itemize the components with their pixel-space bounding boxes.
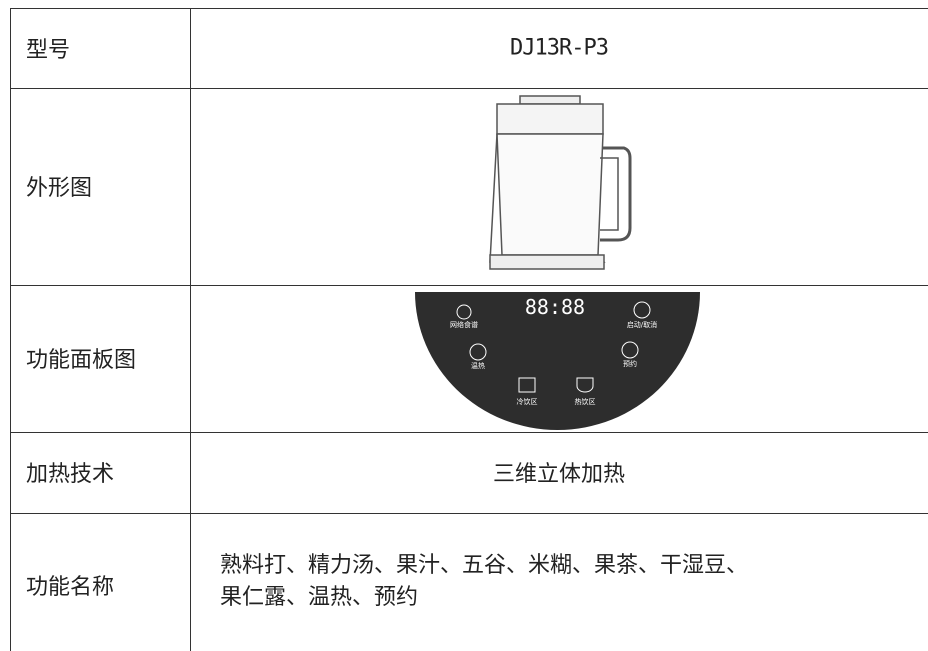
kettle [489, 95, 632, 270]
panel-label: 预约 [623, 359, 637, 368]
row-label: 功能名称 [26, 575, 115, 600]
rule [10, 285, 928, 286]
text-line: 熟料打、精力汤、果汁、五谷、米糊、果茶、干湿豆、 [220, 553, 749, 578]
text-line: 果仁露、温热、预约 [220, 585, 419, 610]
row-label: 加热技术 [26, 462, 115, 487]
panel-label: 热饮区 [575, 397, 596, 406]
model: DJ13R-P3 [510, 35, 609, 61]
rule [10, 8, 928, 9]
panel-label: 网络食谱 [450, 320, 478, 329]
panel-label: 温热 [471, 361, 485, 370]
row-label: 型号 [26, 38, 71, 63]
panel-label: 冷饮区 [517, 397, 538, 406]
rule [10, 88, 928, 89]
panel-label: 启动/取消 [627, 320, 657, 329]
row-label: 外形图 [26, 176, 93, 201]
function-names: 熟料打、精力汤、果汁、五谷、米糊、果茶、干湿豆、 果仁露、温热、预约 [220, 550, 748, 614]
rule [10, 8, 11, 651]
display: 88:88 [525, 295, 585, 319]
control-panel: 88:88 网络食谱 启动/取消 温热 预约 冷饮区 热饮区 [415, 292, 700, 430]
rule [10, 432, 928, 433]
rule [10, 513, 928, 514]
rule [190, 8, 191, 651]
heating: 三维立体加热 [492, 462, 625, 487]
row-label: 功能面板图 [26, 348, 137, 373]
